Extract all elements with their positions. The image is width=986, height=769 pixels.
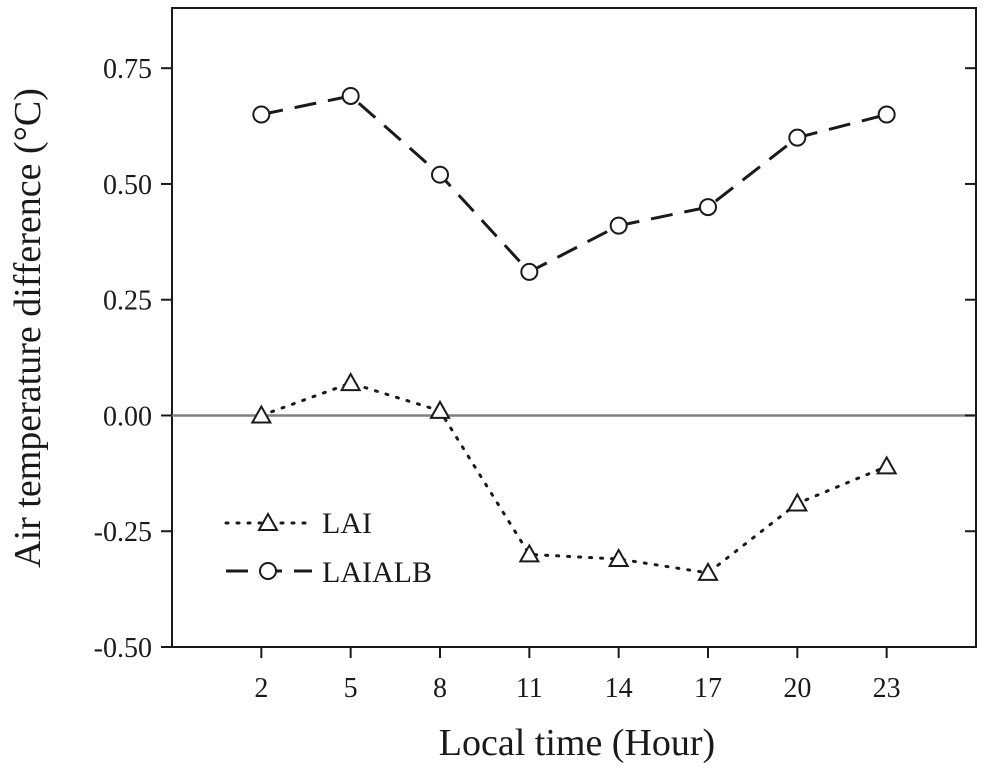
- series-layer: [250, 86, 898, 581]
- data-point-laialb: [788, 128, 807, 147]
- data-point-laialb: [431, 165, 449, 184]
- data-point-lai: [607, 547, 630, 568]
- y-tick-label: 0.75: [103, 54, 152, 85]
- plot-area: [171, 7, 977, 648]
- legend-lai-marker: [257, 511, 279, 531]
- y-tick-label: 0.25: [103, 286, 152, 317]
- legend-lai-label: LAI: [322, 507, 372, 540]
- series-line-laialb: [261, 94, 888, 274]
- data-point-laialb: [341, 86, 360, 105]
- y-axis-title: Air temperature difference (°C): [7, 88, 49, 568]
- data-point-laialb: [252, 105, 271, 124]
- x-tick-label: 2: [254, 673, 268, 704]
- y-tick-label: -0.25: [94, 517, 152, 548]
- x-tick-label: 23: [873, 673, 901, 704]
- data-point-lai: [339, 372, 362, 392]
- x-tick-label: 11: [516, 673, 543, 704]
- x-axis-ticks: 2 5 8 11 14 17 20 23: [254, 647, 901, 704]
- legend-laialb-marker: [259, 562, 277, 580]
- data-point-lai: [518, 543, 541, 563]
- y-tick-label: 0.50: [103, 170, 152, 201]
- x-tick-label: 5: [344, 673, 358, 704]
- data-point-lai: [786, 492, 809, 512]
- y-tick-label: -0.50: [94, 633, 152, 664]
- legend: LAI LAIALB: [224, 507, 432, 589]
- data-point-laialb: [877, 105, 896, 124]
- data-point-lai: [250, 404, 273, 424]
- y-axis-ticks: -0.50 -0.25 0.00 0.25 0.50 0.75: [94, 54, 976, 664]
- data-point-laialb: [609, 216, 628, 235]
- legend-laialb-label: LAIALB: [322, 556, 432, 589]
- x-tick-label: 20: [783, 673, 811, 704]
- data-point-lai: [429, 399, 451, 419]
- x-axis-title: Local time (Hour): [439, 722, 715, 764]
- data-point-lai: [697, 561, 719, 581]
- data-point-laialb: [699, 198, 717, 217]
- series-line-lai: [259, 381, 889, 575]
- x-tick-label: 17: [694, 673, 722, 704]
- data-point-laialb: [520, 262, 539, 281]
- y-tick-label: 0.00: [103, 401, 152, 432]
- x-tick-label: 8: [433, 673, 447, 704]
- data-point-lai: [875, 455, 898, 475]
- x-tick-label: 14: [605, 673, 633, 704]
